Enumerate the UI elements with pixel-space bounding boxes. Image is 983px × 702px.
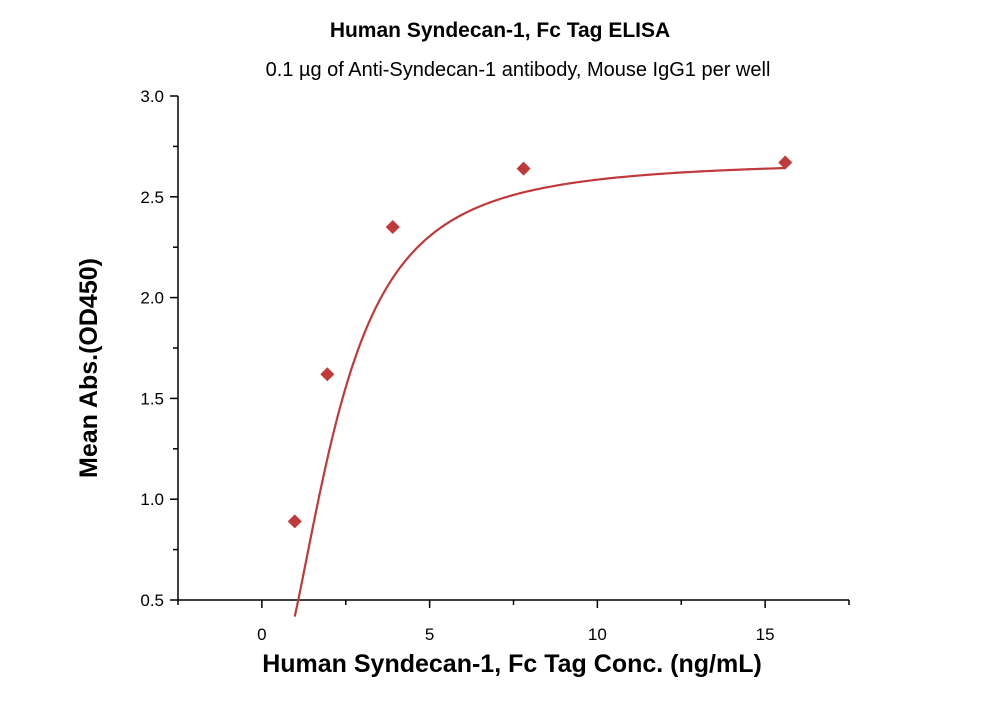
y-tick-label: 1.5 <box>140 389 164 408</box>
y-axis-title: Mean Abs.(OD450) <box>75 258 103 478</box>
data-point-diamond <box>778 155 793 170</box>
data-point-diamond <box>516 161 531 176</box>
data-points <box>287 155 793 529</box>
y-tick-label: 3.0 <box>140 87 164 106</box>
data-point-diamond <box>385 220 400 235</box>
x-tick-label: 5 <box>425 625 434 644</box>
x-axis-ticks: 0 5 10 15 <box>177 600 850 644</box>
x-axis-title: Human Syndecan-1, Fc Tag Conc. (ng/mL) <box>262 650 762 678</box>
data-point-diamond <box>320 367 335 382</box>
x-tick-label: 10 <box>588 625 607 644</box>
y-tick-label: 2.5 <box>140 188 164 207</box>
y-axis-ticks: 0.5 1.0 1.5 2.0 2.5 3.0 <box>140 87 178 610</box>
fit-curve <box>293 166 786 617</box>
data-point-diamond <box>287 514 302 529</box>
y-tick-label: 2.0 <box>140 289 164 308</box>
x-tick-label: 0 <box>257 625 266 644</box>
chart-title: Human Syndecan-1, Fc Tag ELISA <box>330 19 670 42</box>
y-tick-label: 1.0 <box>140 490 164 509</box>
chart-subtitle: 0.1 µg of Anti-Syndecan-1 antibody, Mous… <box>266 59 771 81</box>
y-tick-label: 0.5 <box>140 591 164 610</box>
x-tick-label: 15 <box>756 625 775 644</box>
